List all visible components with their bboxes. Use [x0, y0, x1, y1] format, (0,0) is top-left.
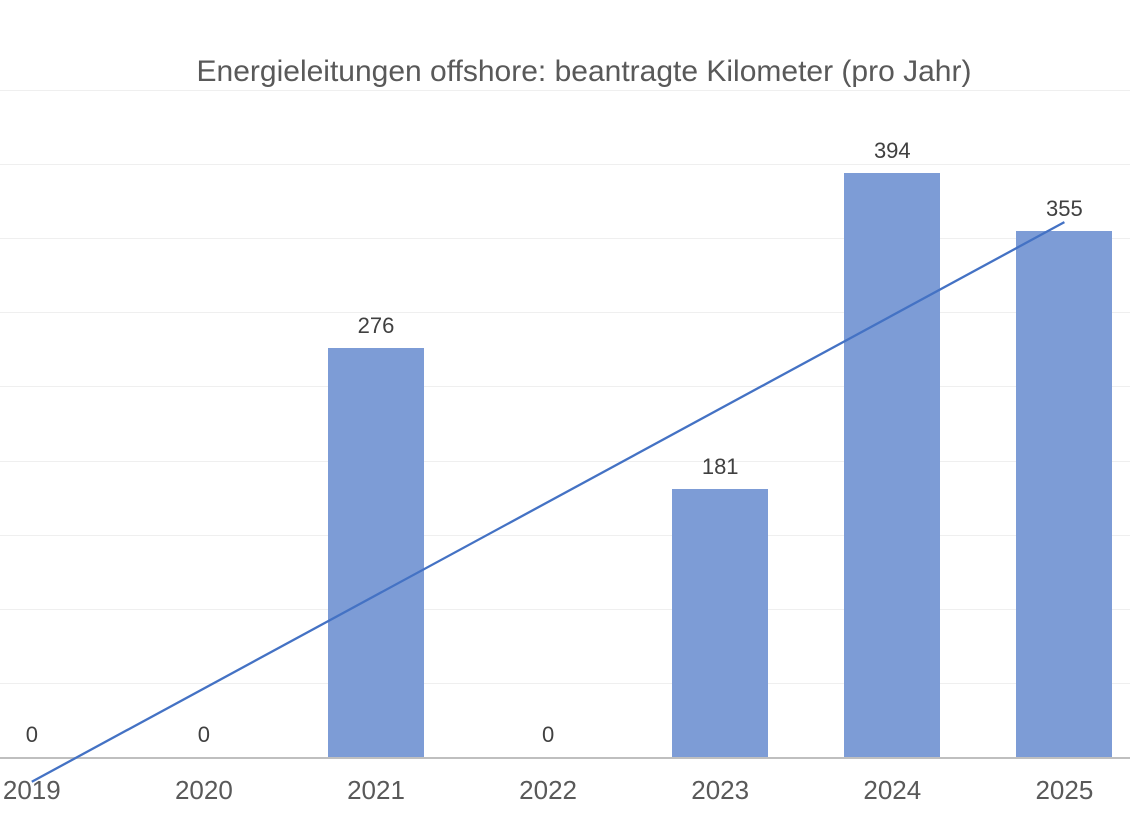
gridline — [0, 237, 1130, 239]
gridline — [0, 312, 1130, 314]
bar-2025 — [1016, 231, 1113, 758]
gridline — [0, 460, 1130, 462]
gridline — [0, 163, 1130, 165]
data-label-2025: 355 — [1046, 196, 1083, 222]
bar-2024 — [844, 173, 941, 758]
x-tick-2022: 2022 — [519, 775, 578, 805]
bar-2023 — [672, 489, 769, 758]
gridline — [0, 89, 1130, 91]
data-label-2023: 181 — [701, 454, 739, 480]
x-tick-2020: 2020 — [174, 775, 233, 805]
x-tick-2019: 2019 — [2, 775, 61, 805]
bar-2021 — [328, 348, 424, 758]
x-tick-2021: 2021 — [347, 775, 405, 805]
data-label-2021: 276 — [357, 313, 395, 339]
gridline — [0, 683, 1130, 685]
x-tick-2023: 2023 — [691, 775, 750, 805]
x-tick-2024: 2024 — [863, 775, 922, 805]
trendline — [31, 221, 1065, 783]
data-label-2022: 0 — [541, 722, 555, 747]
gridline — [0, 386, 1130, 388]
data-label-2020: 0 — [197, 722, 211, 747]
gridline — [0, 609, 1130, 611]
gridline — [0, 534, 1130, 536]
data-label-2019: 0 — [25, 722, 38, 747]
chart-title: Energieleitungen offshore: beantragte Ki… — [196, 55, 972, 88]
x-tick-2025: 2025 — [1035, 775, 1094, 805]
x-axis-line — [0, 757, 1130, 759]
data-label-2024: 394 — [873, 138, 911, 164]
